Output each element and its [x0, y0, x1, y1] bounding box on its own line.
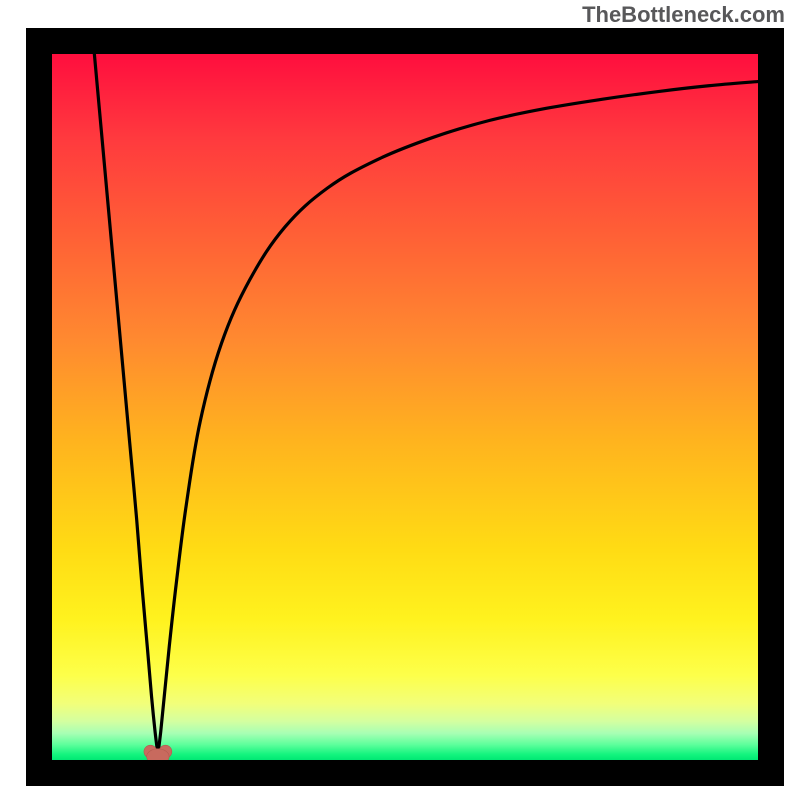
attribution-text: TheBottleneck.com [582, 2, 785, 27]
bottleneck-chart: TheBottleneck.com [0, 0, 800, 800]
plot-gradient-background [52, 54, 758, 760]
chart-svg: TheBottleneck.com [0, 0, 800, 800]
